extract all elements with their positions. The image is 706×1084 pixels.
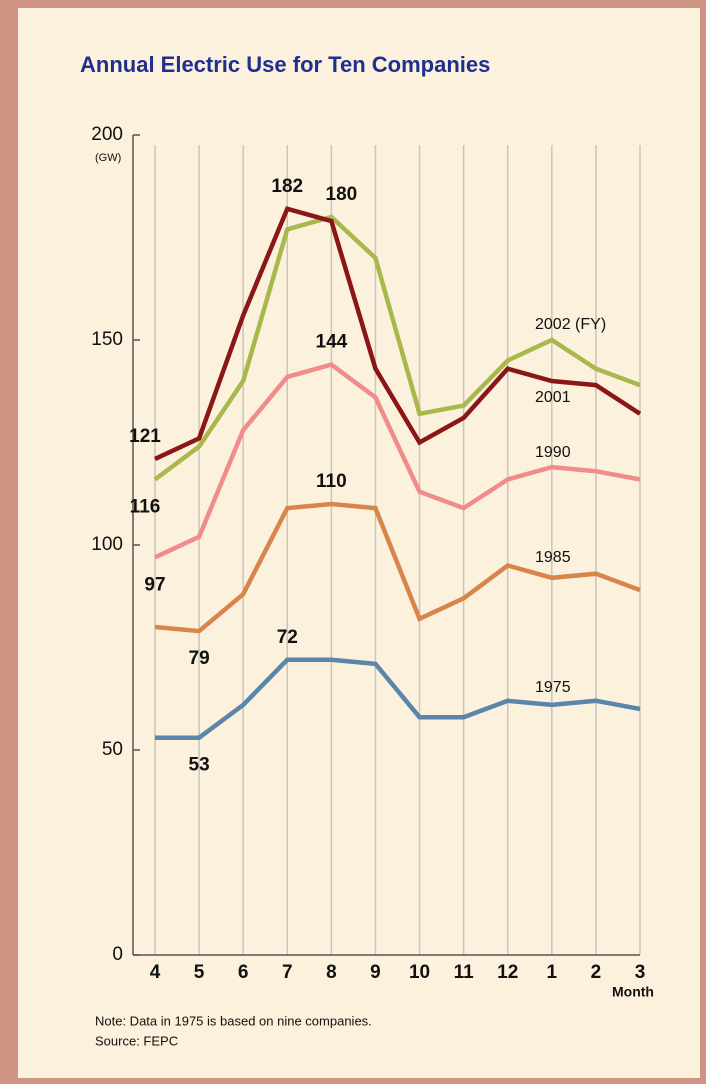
x-tick-label: 6	[238, 962, 249, 983]
x-tick-label: 11	[454, 962, 475, 983]
value-label: 53	[189, 755, 210, 776]
chart-panel	[18, 8, 700, 1078]
x-tick-label: 8	[326, 962, 337, 983]
x-tick-label: 12	[497, 962, 518, 983]
value-label: 182	[271, 176, 303, 197]
series-label: 2002 (FY)	[535, 316, 606, 333]
x-tick-label: 4	[150, 962, 161, 983]
y-tick-label: 200	[91, 124, 123, 145]
x-tick-label: 10	[409, 962, 430, 983]
x-tick-label: 7	[282, 962, 293, 983]
series-line	[154, 501, 641, 634]
value-label: 79	[189, 648, 210, 669]
series-line	[154, 362, 641, 560]
series-label: 1985	[535, 549, 571, 566]
series-line	[155, 657, 641, 740]
chart-title: Annual Electric Use for Ten Companies	[80, 52, 490, 77]
x-tick-label: 5	[194, 962, 205, 983]
value-label: 180	[326, 184, 358, 205]
x-axis-label: Month	[612, 984, 654, 1000]
y-axis-label: (GW)	[95, 152, 121, 164]
x-tick-label: 2	[591, 962, 602, 983]
y-tick-label: 100	[91, 534, 123, 555]
series-label: 1975	[535, 679, 571, 696]
value-label: 144	[316, 332, 348, 353]
value-label: 72	[277, 627, 298, 648]
series-label: 1990	[535, 444, 571, 461]
note: Note: Data in 1975 is based on nine comp…	[95, 1013, 372, 1028]
y-tick-label: 150	[91, 329, 123, 350]
value-label: 110	[316, 471, 347, 492]
y-tick-label: 50	[102, 739, 123, 760]
y-tick-label: 0	[112, 944, 123, 965]
source: Source: FEPC	[95, 1033, 178, 1048]
x-tick-label: 9	[370, 962, 381, 983]
value-label: 116	[130, 496, 161, 517]
value-label: 97	[144, 574, 165, 595]
series-line	[154, 206, 642, 461]
series-label: 2001	[535, 389, 571, 406]
x-tick-label: 1	[547, 962, 558, 983]
x-tick-label: 3	[635, 962, 646, 983]
series-line	[153, 214, 641, 482]
value-label: 121	[129, 426, 161, 447]
